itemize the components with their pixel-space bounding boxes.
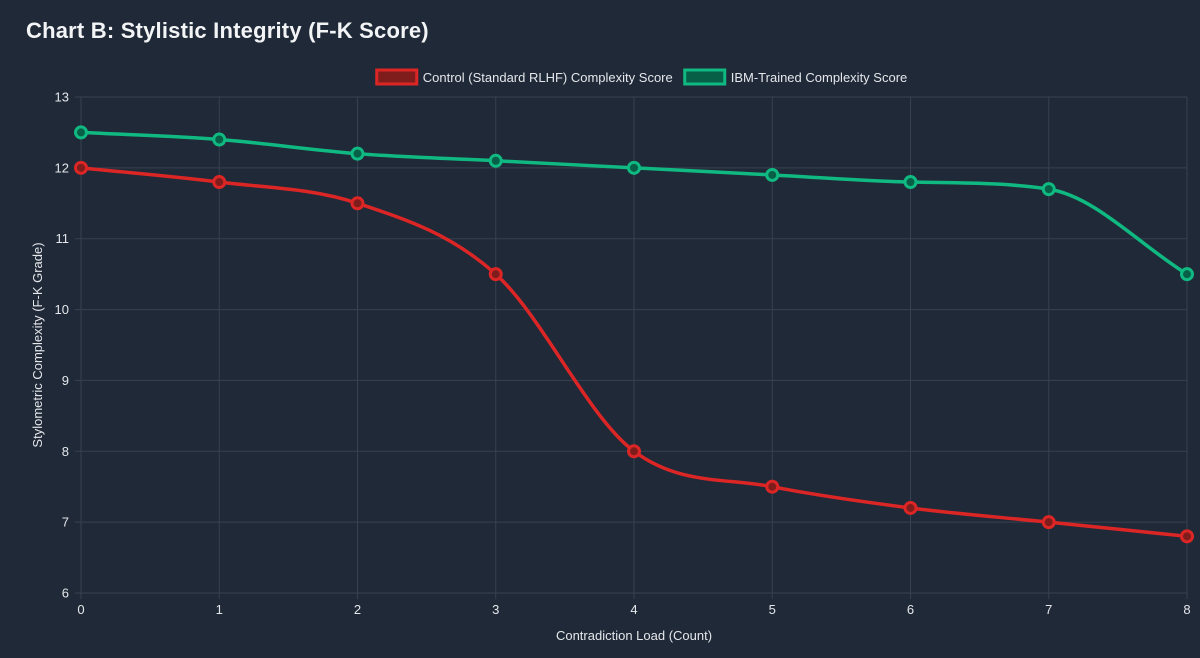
legend-item-2[interactable]: IBM-Trained Complexity Score <box>683 68 908 86</box>
chart-title: Chart B: Stylistic Integrity (F-K Score) <box>26 18 429 43</box>
x-tick-label: 3 <box>492 602 499 617</box>
data-point[interactable] <box>74 160 88 175</box>
data-point[interactable] <box>1180 529 1194 544</box>
legend-swatch <box>375 68 419 86</box>
x-tick-label: 6 <box>907 602 914 617</box>
data-point[interactable] <box>765 167 780 182</box>
data-point[interactable] <box>488 267 503 282</box>
series-line <box>79 166 1189 539</box>
y-tick-label: 8 <box>62 444 69 459</box>
data-point[interactable] <box>74 125 88 140</box>
y-axis-title: Stylometric Complexity (F-K Grade) <box>30 242 45 447</box>
chart-legend: Control (Standard RLHF) Complexity Score… <box>375 68 908 86</box>
legend-swatch <box>683 68 727 86</box>
x-tick-label: 8 <box>1183 602 1190 617</box>
legend-label: IBM-Trained Complexity Score <box>731 70 908 85</box>
data-series <box>74 125 1194 544</box>
data-point[interactable] <box>1041 182 1056 197</box>
data-point[interactable] <box>1041 515 1056 530</box>
data-point[interactable] <box>212 175 227 190</box>
legend-item-1[interactable]: Control (Standard RLHF) Complexity Score <box>375 68 673 86</box>
data-point[interactable] <box>627 444 641 459</box>
data-point[interactable] <box>627 160 641 175</box>
x-axis-title: Contradiction Load (Count) <box>556 628 712 643</box>
x-tick-label: 4 <box>630 602 637 617</box>
data-point[interactable] <box>212 132 227 147</box>
data-point[interactable] <box>903 175 918 190</box>
y-tick-label: 9 <box>62 373 69 388</box>
data-point[interactable] <box>350 196 365 211</box>
legend-label: Control (Standard RLHF) Complexity Score <box>423 70 673 85</box>
data-point[interactable] <box>488 153 503 168</box>
x-tick-label: 5 <box>769 602 776 617</box>
x-tick-label: 2 <box>354 602 361 617</box>
x-tick-label: 0 <box>77 602 84 617</box>
data-point[interactable] <box>1180 267 1194 282</box>
x-tick-label: 1 <box>216 602 223 617</box>
y-tick-label: 7 <box>62 515 69 530</box>
y-tick-label: 11 <box>56 231 70 246</box>
x-tick-label: 7 <box>1045 602 1052 617</box>
y-tick-label: 12 <box>55 160 69 175</box>
data-point[interactable] <box>350 146 365 161</box>
series-2 <box>74 125 1194 282</box>
y-tick-label: 10 <box>55 302 69 317</box>
y-tick-label: 6 <box>62 586 69 601</box>
data-point[interactable] <box>903 500 918 515</box>
y-tick-label: 13 <box>55 90 69 105</box>
data-point[interactable] <box>765 479 780 494</box>
series-1 <box>74 160 1194 544</box>
